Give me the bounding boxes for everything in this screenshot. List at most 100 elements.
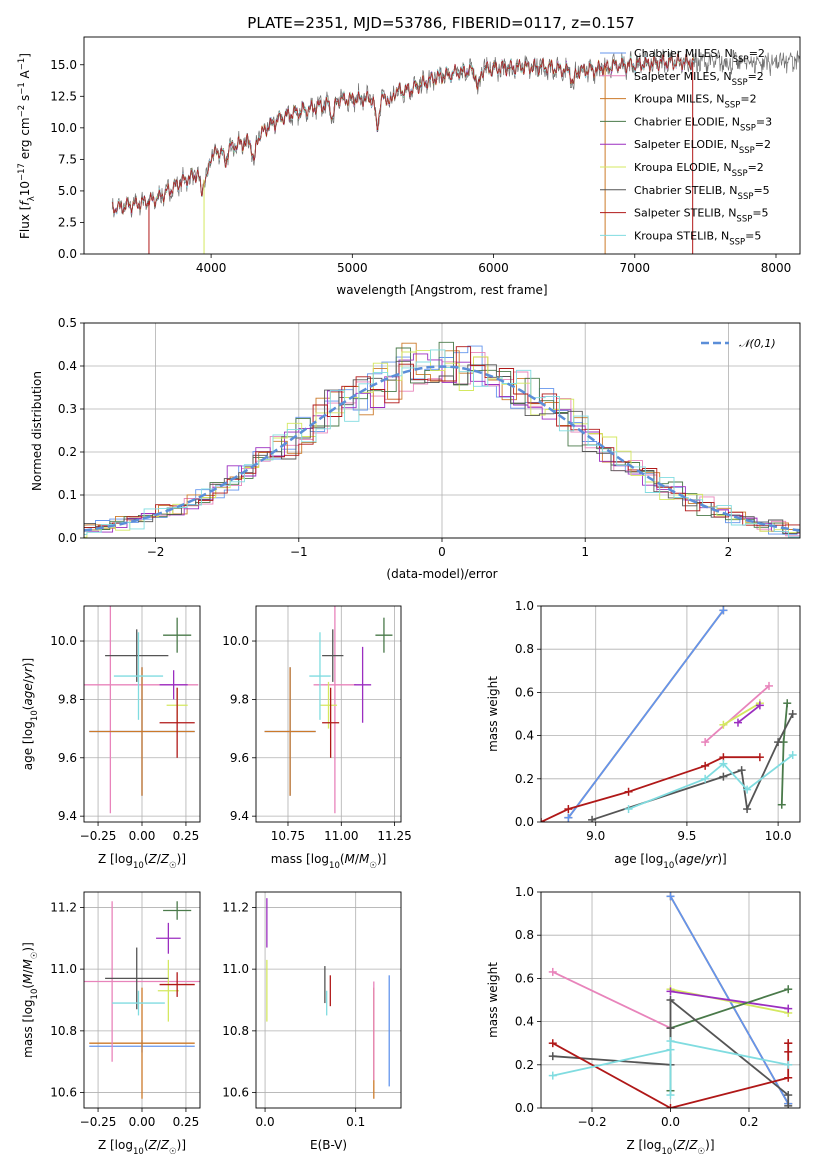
weight-line (704, 685, 770, 743)
legend-label: Salpeter ELODIE, NSSP=2 (634, 138, 771, 156)
y-tick-label: 10.8 (222, 1024, 249, 1038)
x-tick-label: 5000 (337, 261, 368, 275)
panel-residuals: −2 −1 0 1 2 0.0 0.1 0.2 0.3 0.4 0.5 (58, 316, 801, 559)
y-tick-label: 1.0 (515, 599, 534, 613)
y-tick-label: 0.1 (58, 488, 77, 502)
x-tick-label: 0.25 (173, 1115, 200, 1129)
weight-line (567, 609, 725, 819)
x-tick-label: 0.25 (173, 829, 200, 843)
residual-histogram (84, 360, 800, 534)
axes-frame (83, 322, 801, 539)
plot-area (84, 341, 800, 538)
plot-area (111, 49, 800, 254)
y-tick-label: 5.0 (58, 184, 77, 198)
y-tick-label: 10.8 (50, 1024, 77, 1038)
legend-label: Salpeter STELIB, NSSP=5 (634, 207, 769, 225)
y-axis-label: mass weight (486, 962, 500, 1038)
y-tick-label: 0.0 (515, 1101, 534, 1115)
plot-area (84, 606, 199, 814)
axes-frame (255, 605, 402, 823)
weight-line (737, 704, 761, 724)
weight-line (780, 703, 789, 805)
legend-label: Kroupa ELODIE, NSSP=2 (634, 161, 764, 179)
y-tick-label: 7.5 (58, 152, 77, 166)
y-axis-label: Flux [fλ10−17 erg cm−2 s−1 A−1] (17, 53, 37, 239)
y-tick-label: 0.8 (515, 928, 534, 942)
y-tick-label: 10.6 (222, 1086, 249, 1100)
y-axis-label: age [log10(age/yr)] (21, 658, 40, 771)
panel-mass-vs-Z: −0.25 0.00 0.25 10.6 10.8 11.0 11.2 (50, 891, 201, 1129)
x-tick-label: 0.0 (661, 1115, 680, 1129)
model-spectrum (111, 53, 695, 215)
y-tick-label: 10.0 (50, 634, 77, 648)
y-tick-label: 0.2 (58, 445, 77, 459)
y-tick-label: 9.6 (230, 751, 249, 765)
y-tick-label: 9.8 (58, 692, 77, 706)
y-tick-label: 10.0 (222, 634, 249, 648)
y-tick-label: 11.0 (50, 962, 77, 976)
plot-area (84, 901, 200, 1099)
y-tick-label: 0.4 (515, 729, 534, 743)
plot-area (541, 606, 797, 822)
panel-age-vs-Z: −0.25 0.00 0.25 9.4 9.6 9.8 10.0 (50, 605, 201, 843)
gaussian-curve (84, 365, 800, 532)
x-tick-label: −1 (290, 545, 308, 559)
weight-line (591, 713, 794, 821)
y-tick-label: 10.0 (50, 121, 77, 135)
y-axis-label: mass [log10(M/M☉)] (21, 942, 40, 1058)
x-tick-label: 0 (438, 545, 446, 559)
x-tick-label: 10.0 (765, 829, 792, 843)
y-tick-label: 0.0 (58, 247, 77, 261)
y-tick-label: 0.6 (515, 685, 534, 699)
x-tick-label: 0.2 (739, 1115, 758, 1129)
y-tick-label: 10.6 (50, 1086, 77, 1100)
x-tick-label: 11.00 (324, 829, 358, 843)
panel-spectrum: 4000 5000 6000 7000 8000 0.0 2.5 5.0 7.5 10.0 12.5… (50, 36, 801, 275)
y-tick-label: 0.8 (515, 642, 534, 656)
x-axis-label: E(B-V) (310, 1138, 347, 1152)
legend-label: Chabrier STELIB, NSSP=5 (634, 184, 770, 202)
y-tick-label: 11.2 (50, 900, 77, 914)
axes-frame (540, 891, 801, 1109)
y-tick-label: 15.0 (50, 58, 77, 72)
weight-line (552, 1039, 789, 1095)
y-tick-label: 0.4 (58, 359, 77, 373)
y-tick-label: 0.2 (515, 772, 534, 786)
x-axis-label: age [log10(age/yr)] (614, 852, 727, 871)
panel-massweight-vs-age: 9.0 9.5 10.0 0.0 0.2 0.4 0.6 0.8 1.0 (515, 599, 801, 843)
y-tick-label: 0.0 (58, 531, 77, 545)
y-tick-label: 2.5 (58, 215, 77, 229)
legend-label: Kroupa MILES, NSSP=2 (634, 93, 757, 111)
x-tick-label: 0.00 (129, 829, 156, 843)
y-tick-label: 0.5 (58, 316, 77, 330)
y-tick-label: 0.0 (515, 815, 534, 829)
x-tick-label: 9.0 (586, 829, 605, 843)
axes-frame (83, 605, 201, 823)
panel-mass-vs-ebv: 0.0 0.1 10.6 10.8 11.0 11.2 (222, 891, 402, 1129)
legend-label: Chabrier MILES, NSSP=2 (634, 47, 765, 65)
panel-massweight-vs-Z: −0.2 0.0 0.2 0.0 0.2 0.4 0.6 0.8 1.0 (515, 885, 801, 1129)
x-tick-label: 4000 (196, 261, 227, 275)
model-spectrum (111, 53, 695, 216)
model-spectrum (111, 53, 695, 216)
weight-line (670, 990, 789, 1010)
x-tick-label: 1 (581, 545, 589, 559)
x-tick-label: 0.00 (129, 1115, 156, 1129)
x-tick-label: 6000 (478, 261, 509, 275)
legend-label: 𝒩(0,1) (739, 337, 776, 350)
axes-frame (83, 891, 201, 1109)
x-tick-label: −0.25 (80, 1115, 117, 1129)
weight-line (670, 988, 789, 1014)
legend-label: Salpeter MILES, NSSP=2 (634, 70, 764, 88)
x-tick-label: 0.0 (256, 1115, 275, 1129)
x-axis-label: mass [log10(M/M☉)] (271, 852, 387, 871)
x-tick-label: −2 (147, 545, 165, 559)
x-axis-label: Z [log10(Z/Z☉)] (98, 852, 186, 871)
legend-label: Kroupa STELIB, NSSP=5 (634, 229, 761, 247)
model-spectrum (112, 54, 695, 216)
x-tick-label: 0.1 (346, 1115, 365, 1129)
axes-frame (255, 891, 402, 1109)
residual-histogram (84, 349, 800, 538)
plot-area (266, 898, 390, 1099)
